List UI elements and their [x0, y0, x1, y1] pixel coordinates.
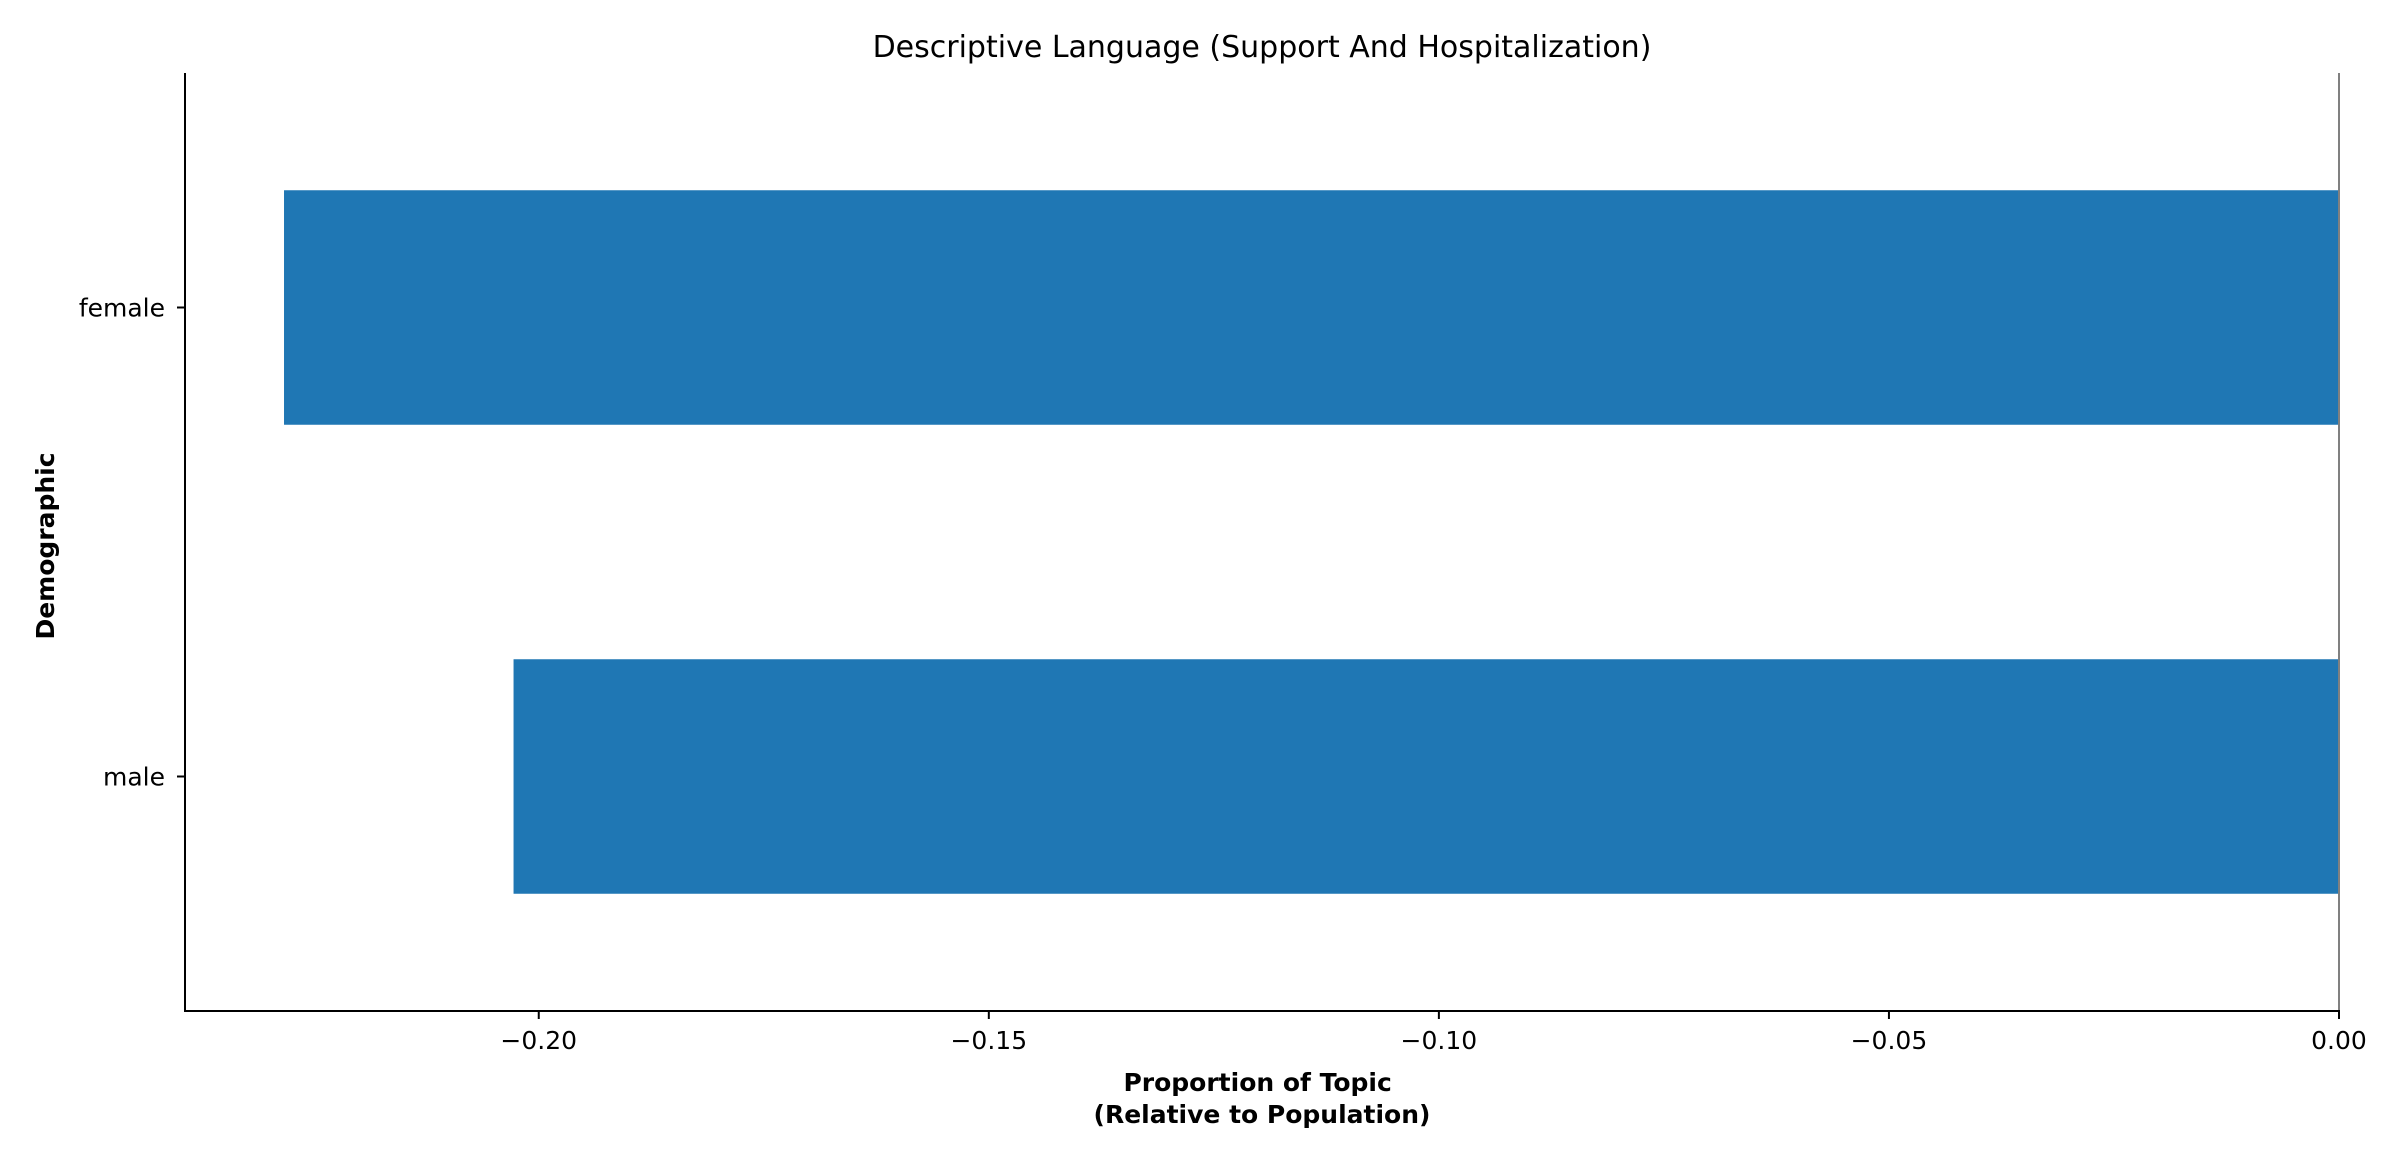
y-tick-label: female: [79, 294, 165, 323]
x-tick-label: −0.15: [950, 1026, 1027, 1055]
bars-group: [284, 190, 2340, 894]
x-axis-label: Proportion of Topic (Relative to Populat…: [1094, 1068, 1431, 1129]
y-axis-ticks: female male: [79, 294, 185, 792]
x-tick-label: −0.10: [1401, 1026, 1478, 1055]
y-tick-label: male: [103, 763, 165, 792]
y-axis-label: Demographic: [31, 452, 60, 639]
x-tick-label: −0.05: [1851, 1026, 1928, 1055]
x-axis-label-line-2: (Relative to Population): [1094, 1100, 1431, 1129]
bar-female: [284, 190, 2340, 425]
x-axis-ticks: −0.20 −0.15 −0.10 −0.05 0.00: [500, 1011, 2367, 1055]
chart-title: Descriptive Language (Support And Hospit…: [873, 30, 1652, 65]
x-axis-label-line-1: Proportion of Topic: [1123, 1068, 1391, 1097]
x-tick-label: 0.00: [2311, 1026, 2367, 1055]
x-tick-label: −0.20: [500, 1026, 577, 1055]
bar-male: [513, 659, 2339, 894]
